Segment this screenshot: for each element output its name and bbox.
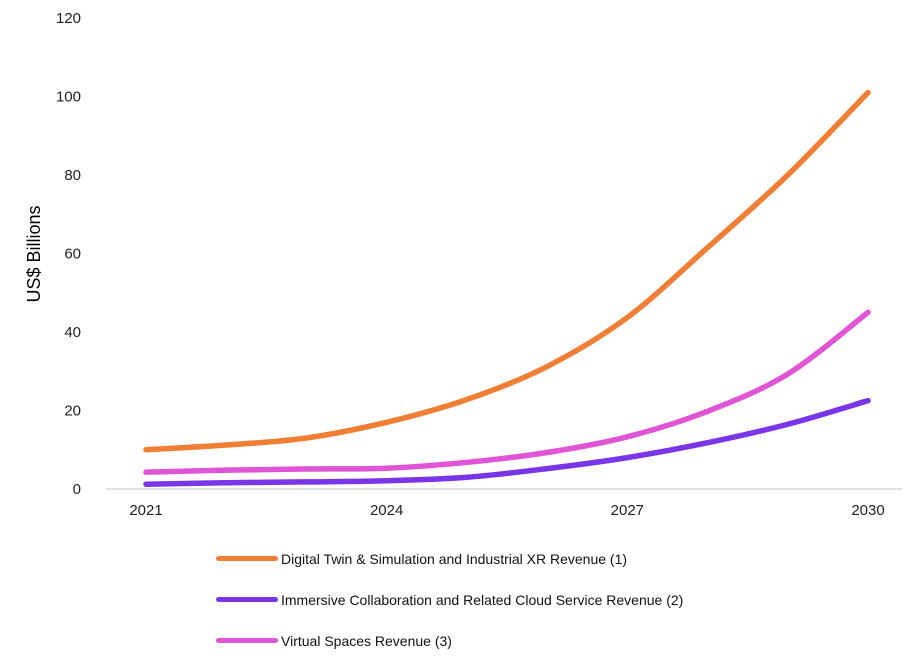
y-axis-label: US$ Billions [24,205,44,302]
x-tick-label: 2024 [370,502,403,519]
line-chart: 0 20 40 60 80 100 120 2021 2024 2027 2030 US$ Bil… [24,10,902,519]
legend-swatch-virtual-spaces [216,638,278,643]
x-axis-ticks: 2021 2024 2027 2030 [129,502,884,519]
x-tick-label: 2021 [129,502,162,519]
series-line-3 [143,309,871,475]
y-tick-label: 80 [64,167,81,184]
x-tick-label: 2030 [851,502,884,519]
y-tick-label: 20 [64,403,81,420]
legend-label-immersive-collaboration: Immersive Collaboration and Related Clou… [281,591,684,608]
series-line-1 [143,89,871,453]
y-tick-label: 0 [73,481,81,498]
series-lines [143,89,871,488]
y-tick-label: 60 [64,246,81,263]
y-tick-label: 40 [64,324,81,341]
legend-label-virtual-spaces: Virtual Spaces Revenue (3) [281,632,452,649]
y-tick-label: 120 [56,10,81,27]
series-line-2 [143,397,871,488]
legend-swatch-digital-twin [216,556,278,561]
legend-item-digital-twin: Digital Twin & Simulation and Industrial… [216,538,683,579]
y-tick-label: 100 [56,89,81,106]
legend-item-virtual-spaces: Virtual Spaces Revenue (3) [216,620,683,661]
x-tick-label: 2027 [611,502,644,519]
y-axis-ticks: 0 20 40 60 80 100 120 [56,10,81,498]
legend-swatch-immersive-collaboration [216,597,278,602]
legend-item-immersive-collaboration: Immersive Collaboration and Related Clou… [216,579,683,620]
legend: Digital Twin & Simulation and Industrial… [216,538,683,661]
legend-label-digital-twin: Digital Twin & Simulation and Industrial… [281,550,628,567]
